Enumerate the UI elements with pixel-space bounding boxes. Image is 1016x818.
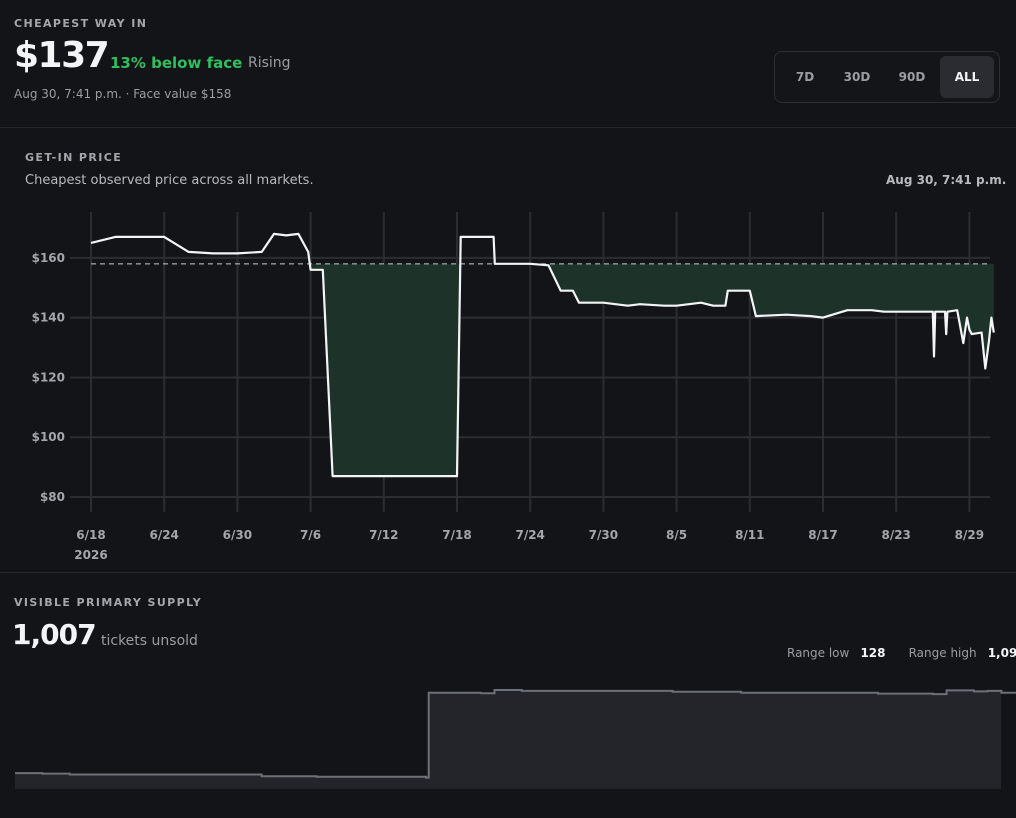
trend-label: Rising	[248, 55, 291, 71]
getin-eyebrow: GET-IN PRICE	[25, 151, 123, 164]
range-selector: 7D 30D 90D ALL	[774, 51, 1000, 103]
x-tick-label: 7/6	[300, 528, 321, 542]
x-tick-label: 6/24	[149, 528, 178, 542]
supply-range: Range low 128 Range high 1,096	[787, 642, 1016, 661]
y-tick-label: $160	[32, 251, 65, 265]
supply-eyebrow: VISIBLE PRIMARY SUPPLY	[14, 596, 203, 609]
below-face-badge: 13% below face	[110, 54, 243, 72]
range-low-label: Range low	[787, 646, 850, 660]
x-tick-label: 7/12	[369, 528, 398, 542]
x-tick-label: 8/5	[666, 528, 687, 542]
supply-series-line	[15, 689, 1016, 779]
y-tick-label: $100	[32, 430, 65, 444]
price-series-line	[90, 232, 995, 478]
range-all-button[interactable]: ALL	[940, 56, 994, 98]
supply-count: 1,007	[12, 618, 97, 651]
range-high-value: 1,096	[987, 646, 1016, 660]
section-divider	[0, 127, 1016, 128]
below-face-area	[91, 263, 994, 477]
x-tick-label: 7/30	[589, 528, 618, 542]
x-tick-label: 8/17	[808, 528, 837, 542]
range-7d-button[interactable]: 7D	[795, 70, 815, 84]
getin-updated: Aug 30, 7:41 p.m.	[886, 173, 1007, 187]
x-tick-label: 7/24	[515, 528, 544, 542]
supply-unit-label: tickets unsold	[101, 633, 198, 649]
supply-area	[15, 690, 1016, 789]
x-axis-year-label: 2026	[74, 548, 107, 562]
y-axis-ticks: $80 $100 $120 $140 $160	[32, 251, 65, 504]
range-30d-button[interactable]: 30D	[843, 70, 871, 84]
y-tick-label: $120	[32, 370, 65, 384]
x-tick-label: 8/29	[955, 528, 984, 542]
y-tick-label: $80	[40, 490, 65, 504]
getin-subtitle: Cheapest observed price across all marke…	[25, 173, 314, 188]
x-tick-label: 6/30	[223, 528, 252, 542]
range-high-label: Range high	[908, 646, 977, 660]
current-price: $137	[14, 35, 110, 76]
section-divider	[0, 572, 1016, 573]
getin-price-chart: $80 $100 $120 $140 $160 6/18 6/24 6/30 7/6 7/12 7…	[32, 212, 995, 562]
x-axis-ticks: 6/18 6/24 6/30 7/6 7/12 7/18 7/24 7/30 8/5 8/11 8/…	[76, 528, 984, 542]
x-tick-label: 8/11	[735, 528, 764, 542]
x-tick-label: 7/18	[442, 528, 471, 542]
chart-grid-horizontal	[70, 256, 990, 499]
y-tick-label: $140	[32, 311, 65, 325]
range-90d-button[interactable]: 90D	[898, 70, 926, 84]
supply-chart	[15, 689, 1016, 789]
x-tick-label: 8/23	[881, 528, 910, 542]
header-eyebrow: CHEAPEST WAY IN	[14, 17, 148, 30]
range-low-value: 128	[860, 646, 886, 660]
x-tick-label: 6/18	[76, 528, 105, 542]
price-timestamp: Aug 30, 7:41 p.m. · Face value $158	[14, 87, 232, 101]
